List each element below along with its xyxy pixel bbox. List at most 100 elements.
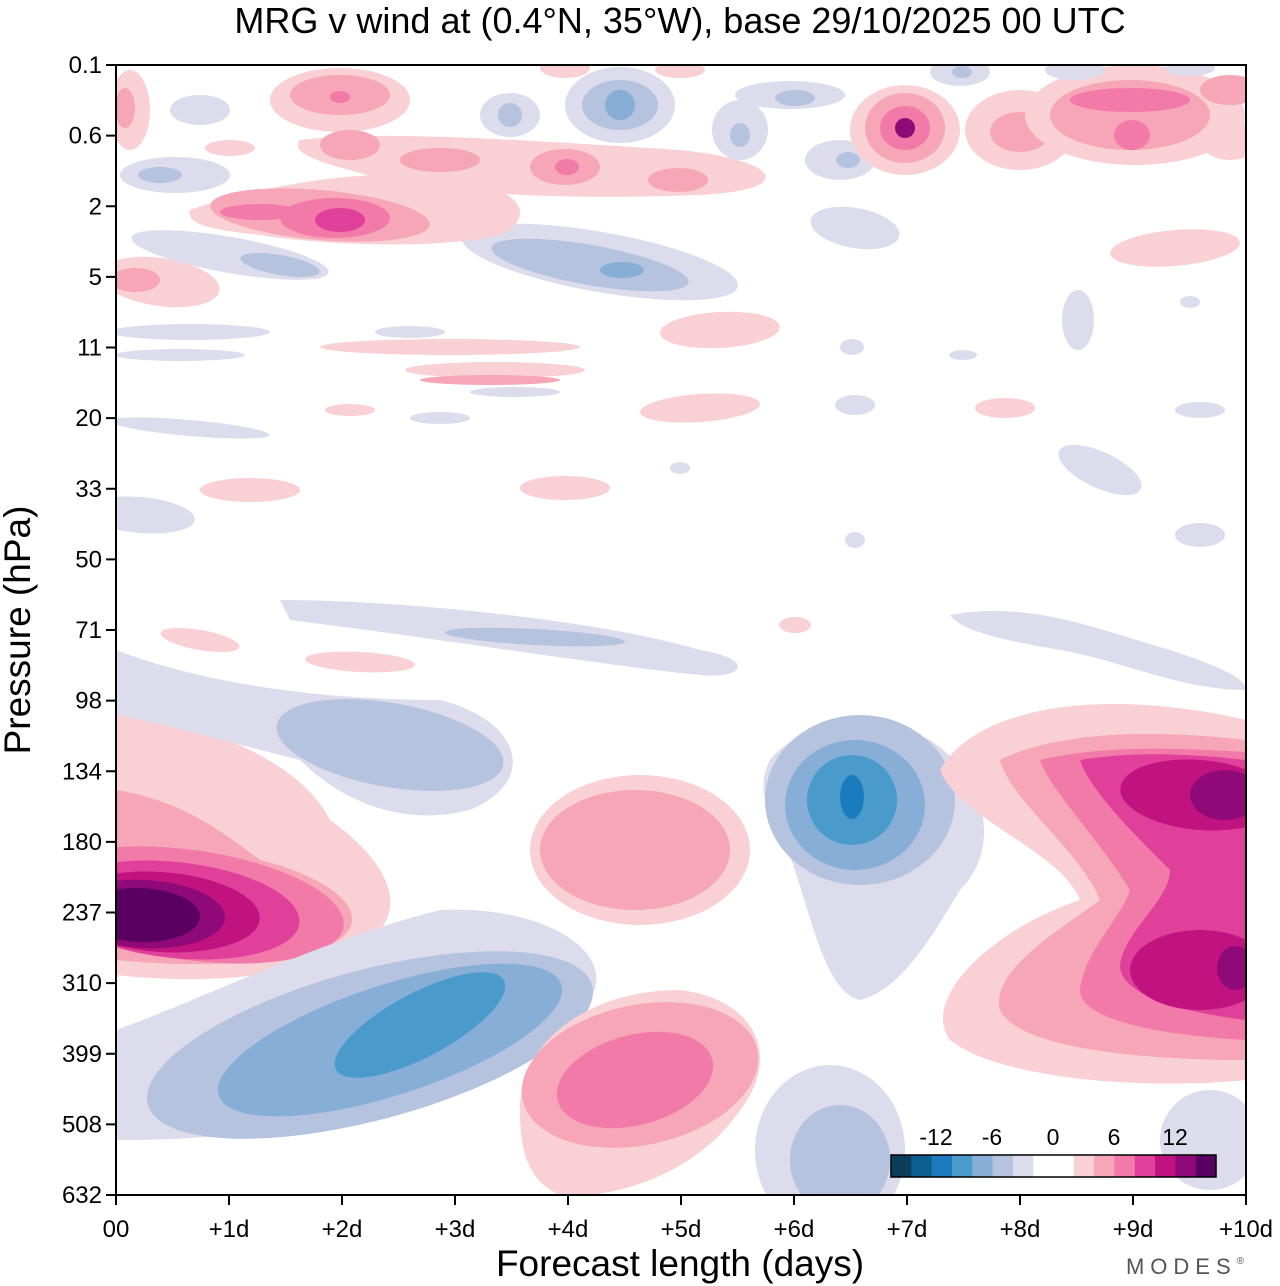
y-tick-label: 237 — [62, 900, 102, 927]
contour-region — [845, 532, 865, 548]
y-tick-label: 310 — [62, 970, 102, 997]
contour-region — [1045, 65, 1105, 80]
y-tick-label: 20 — [75, 405, 102, 432]
y-tick-label: 399 — [62, 1041, 102, 1068]
colorbar: -12 -6 0 6 12 — [890, 1124, 1217, 1178]
contour-region — [1175, 402, 1225, 418]
y-tick-label: 33 — [75, 476, 102, 503]
contour-region — [648, 168, 708, 192]
colorbar-swatch — [1033, 1155, 1054, 1177]
colorbar-swatch — [1134, 1155, 1156, 1177]
contour-region — [836, 152, 860, 168]
contour-region — [400, 148, 480, 172]
y-tick-label: 98 — [75, 688, 102, 715]
colorbar-swatch — [1073, 1155, 1095, 1177]
contour-region — [1062, 290, 1094, 350]
contour-region — [315, 208, 365, 232]
colorbar-swatch — [1155, 1155, 1176, 1177]
y-tick-label: 0.1 — [69, 52, 102, 79]
colorbar-label: -12 — [919, 1124, 952, 1150]
contour-region — [205, 140, 255, 156]
contour-region — [730, 123, 750, 147]
contour-region — [1175, 523, 1225, 547]
contour-region — [556, 1031, 714, 1129]
x-tick-label: 00 — [103, 1216, 130, 1243]
y-axis: 0.1 0.6 2 5 11 20 33 50 71 98 134 180 237 310 399 508 63… — [62, 52, 116, 1209]
contour-region — [950, 610, 1246, 690]
chart-title: MRG v wind at (0.4°N, 35°W), base 29/10/… — [234, 0, 1125, 41]
contour-region — [138, 167, 182, 183]
contour-region — [1130, 930, 1246, 1010]
colorbar-swatch — [1053, 1155, 1075, 1177]
x-tick-label: +7d — [887, 1216, 928, 1243]
contour-region — [640, 393, 760, 423]
y-tick-label: 508 — [62, 1111, 102, 1138]
contour-region — [160, 627, 240, 653]
contour-region — [320, 339, 580, 355]
contour-region — [470, 387, 560, 397]
x-tick-label: +5d — [661, 1216, 702, 1243]
contour-region — [420, 375, 560, 385]
colorbar-swatch — [931, 1155, 953, 1177]
contour-region — [520, 476, 610, 500]
y-tick-label: 180 — [62, 829, 102, 856]
contour-region — [600, 262, 644, 278]
contour-region — [170, 95, 230, 125]
x-tick-label: +9d — [1113, 1216, 1154, 1243]
contour-region — [660, 311, 780, 349]
contour-region — [116, 324, 270, 340]
x-tick-label: +8d — [1000, 1216, 1041, 1243]
colorbar-swatch — [1094, 1155, 1115, 1177]
contour-region — [975, 398, 1035, 418]
y-tick-label: 2 — [89, 193, 102, 220]
contour-region — [491, 238, 689, 292]
y-tick-label: 632 — [62, 1182, 102, 1209]
contour-region — [116, 88, 135, 128]
contour-region — [405, 362, 585, 378]
contour-region — [1217, 946, 1246, 990]
colorbar-swatch — [992, 1155, 1014, 1177]
contour-region — [305, 651, 415, 673]
y-axis-label: Pressure (hPa) — [0, 506, 38, 755]
contour-region — [1190, 770, 1246, 820]
colorbar-swatch — [972, 1155, 994, 1177]
contour-region — [240, 252, 320, 278]
y-tick-label: 50 — [75, 546, 102, 573]
x-axis-label: Forecast length (days) — [496, 1243, 864, 1284]
x-axis: 00 +1d +2d +3d +4d +5d +6d +7d +8d +9d +10d — [103, 1195, 1273, 1243]
contour-region — [325, 404, 375, 416]
x-tick-label: +4d — [548, 1216, 589, 1243]
x-tick-label: +3d — [435, 1216, 476, 1243]
contour-region — [220, 204, 300, 220]
contour-region — [334, 972, 506, 1078]
contour-region — [1110, 229, 1240, 267]
brand-logo: MODES® — [1126, 1254, 1250, 1279]
contour-region — [410, 412, 470, 424]
contour-region — [670, 462, 690, 474]
contour-region — [775, 90, 815, 106]
y-tick-label: 71 — [75, 617, 102, 644]
contour-region — [116, 349, 245, 361]
contour-region — [1200, 75, 1246, 105]
contour-region — [1200, 120, 1246, 160]
colorbar-swatch — [1012, 1155, 1034, 1177]
contour-region — [320, 130, 380, 160]
colorbar-frame — [890, 1154, 1217, 1178]
contour-region — [330, 91, 350, 103]
y-tick-label: 134 — [62, 758, 102, 785]
contour-region — [840, 775, 864, 819]
contour-region — [655, 65, 705, 78]
contour-region — [1165, 65, 1215, 76]
contour-region — [498, 103, 522, 127]
y-tick-label: 11 — [77, 335, 102, 362]
colorbar-swatch — [1114, 1155, 1136, 1177]
contour-region — [949, 350, 977, 360]
y-tick-label: 0.6 — [69, 123, 102, 150]
colorbar-swatch — [891, 1155, 912, 1177]
y-tick-label: 5 — [89, 264, 102, 291]
contour-region — [276, 699, 504, 791]
contour-region — [779, 617, 811, 633]
contour-region — [1058, 444, 1142, 496]
contour-region — [116, 887, 200, 943]
